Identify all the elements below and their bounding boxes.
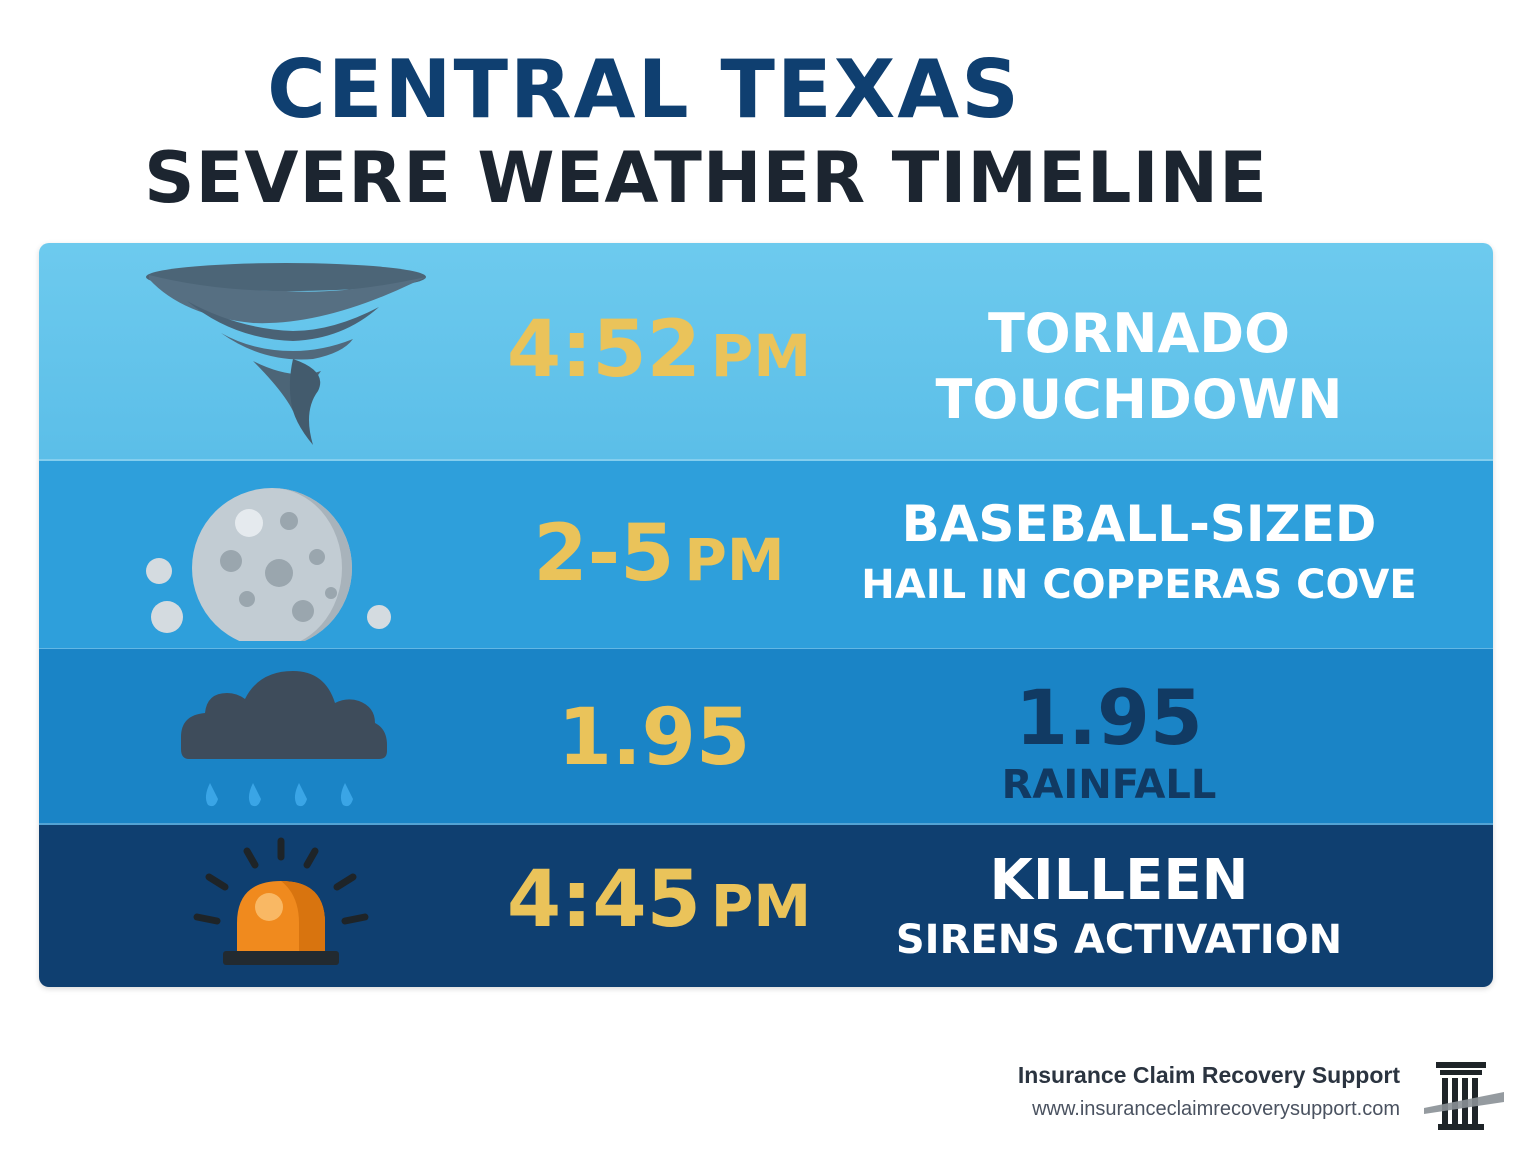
time-label: 4:52 PM: [479, 305, 839, 395]
timeline-row-tornado: 4:52 PM TORNADO TOUCHDOWN: [39, 243, 1493, 461]
event-description: 1.95 RAINFALL: [939, 673, 1279, 807]
event-subtitle: HAIL IN COPPERAS COVE: [861, 562, 1417, 608]
title-line-1: CENTRAL TEXAS: [267, 43, 1021, 136]
event-title: KILLEEN: [989, 848, 1249, 913]
event-title: 1.95: [1015, 673, 1203, 762]
row-divider: [39, 823, 1493, 826]
event-title: TORNADO: [987, 302, 1291, 365]
event-subtitle: SIRENS ACTIVATION: [895, 917, 1343, 963]
company-name: Insurance Claim Recovery Support: [1017, 1062, 1400, 1088]
pillar-logo-icon: [1424, 1062, 1504, 1130]
event-description: TORNADO TOUCHDOWN: [919, 301, 1359, 433]
event-title: BASEBALL-SIZED: [901, 495, 1377, 553]
title-line-2: SEVERE WEATHER TIMELINE: [144, 137, 1268, 219]
siren-icon: [193, 837, 369, 965]
time-label: 1.95: [479, 693, 839, 783]
timeline-panel: 4:52 PM TORNADO TOUCHDOWN 2-5 PM B: [39, 243, 1493, 987]
time-value: 4:45: [506, 855, 701, 945]
row-divider: [39, 459, 1493, 462]
company-url[interactable]: www.insuranceclaimrecoverysupport.com: [1032, 1098, 1400, 1120]
time-label: 4:45 PM: [479, 855, 839, 945]
time-value: 1.95: [557, 693, 751, 783]
time-suffix: PM: [684, 526, 785, 594]
time-value: 2-5: [533, 509, 675, 599]
rain-cloud-icon: [181, 671, 387, 807]
event-subtitle: RAINFALL: [1001, 762, 1217, 808]
timeline-row-sirens: 4:45 PM KILLEEN SIRENS ACTIVATION: [39, 825, 1493, 987]
event-description: KILLEEN SIRENS ACTIVATION: [859, 847, 1379, 965]
timeline-row-rainfall: 1.95 1.95 RAINFALL: [39, 649, 1493, 825]
event-description: BASEBALL-SIZED HAIL IN COPPERAS COVE: [859, 491, 1419, 613]
time-suffix: PM: [710, 872, 812, 940]
event-subtitle: TOUCHDOWN: [935, 368, 1343, 431]
time-suffix: PM: [710, 322, 812, 390]
hail-icon: [146, 488, 391, 641]
timeline-row-hail: 2-5 PM BASEBALL-SIZED HAIL IN COPPERAS CO…: [39, 461, 1493, 649]
time-value: 4:52: [506, 305, 701, 395]
time-label: 2-5 PM: [479, 509, 839, 599]
tornado-icon: [146, 263, 426, 445]
